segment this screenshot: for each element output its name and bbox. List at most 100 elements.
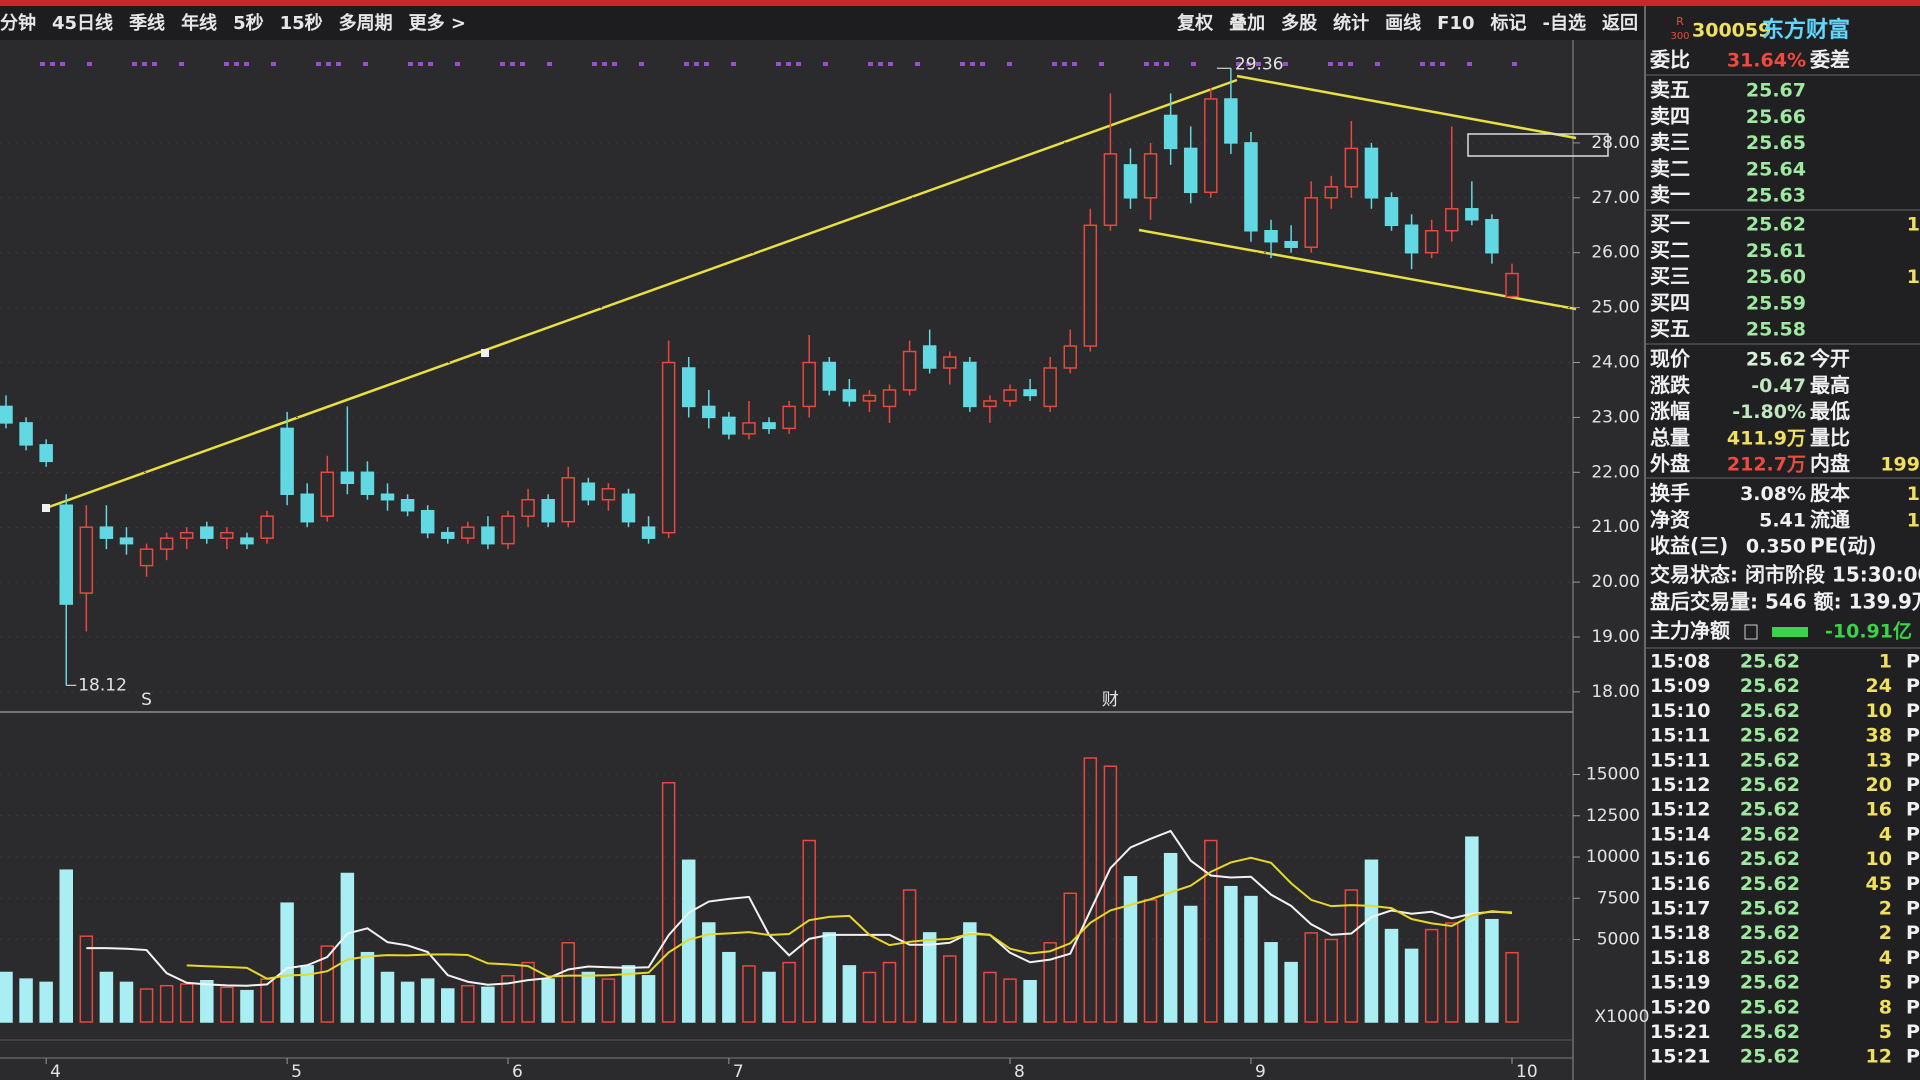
- volume-bar: [159, 984, 174, 1023]
- toolbar-item[interactable]: 复权: [1176, 12, 1214, 34]
- volume-bar: [1404, 948, 1419, 1023]
- stat-label: 最低: [1810, 399, 1850, 423]
- bid-price: 25.62: [1746, 214, 1806, 236]
- volume-bar: [661, 782, 676, 1023]
- candle-body: [200, 526, 214, 539]
- y-tick-label: 10000: [1586, 847, 1640, 867]
- volume-bar: [360, 951, 375, 1023]
- event-marker[interactable]: 财: [1102, 690, 1119, 710]
- trade-volume: 5: [1879, 972, 1892, 994]
- toolbar-item[interactable]: 季线: [129, 12, 165, 34]
- toolbar-item[interactable]: 15秒: [280, 12, 323, 34]
- candle-body: [19, 422, 33, 446]
- toolbar-item[interactable]: 年线: [181, 12, 217, 34]
- y-tick-label: 22.00: [1591, 462, 1640, 482]
- volume-bar: [561, 942, 575, 1023]
- x-tick-label: 8: [1014, 1062, 1025, 1080]
- candle-body: [1505, 272, 1519, 298]
- selected-row: [1467, 133, 1609, 157]
- trade-time: 15:17: [1650, 898, 1710, 920]
- toolbar-item[interactable]: 5秒: [233, 12, 264, 34]
- toolbar-item[interactable]: 多股: [1281, 12, 1318, 34]
- toolbar: [0, 6, 1645, 40]
- candle-body: [802, 361, 816, 408]
- badge: 300: [1670, 31, 1689, 42]
- volume-bar: [742, 965, 756, 1023]
- moving-average: [186, 856, 1513, 980]
- stat-label: 涨跌: [1650, 373, 1691, 397]
- volume-bar: [59, 869, 73, 1023]
- y-tick-label: 7500: [1597, 888, 1640, 908]
- candle-body: [922, 345, 937, 369]
- volume-bar: [902, 889, 917, 1023]
- trade-flag: P: [1906, 823, 1920, 845]
- candle-body: [1103, 153, 1118, 227]
- event-marker[interactable]: S: [141, 690, 152, 710]
- toolbar-item[interactable]: 多周期: [339, 12, 393, 34]
- ask-price: 25.67: [1746, 80, 1806, 102]
- volume-bar: [400, 981, 415, 1023]
- candle-body: [621, 493, 636, 523]
- stat-label: 外盘: [1650, 452, 1690, 476]
- toolbar-item[interactable]: 分钟: [0, 12, 36, 34]
- volume-bar: [1183, 905, 1198, 1023]
- trade-price: 25.62: [1740, 1046, 1800, 1068]
- stat-label: 净资: [1650, 507, 1690, 531]
- toolbar-item[interactable]: 画线: [1385, 12, 1421, 34]
- ask-price: 25.65: [1746, 132, 1806, 154]
- stat-label: PE(动): [1810, 534, 1877, 558]
- trade-flag: P: [1906, 700, 1920, 722]
- volume-bar: [340, 872, 355, 1023]
- volume-bar: [1264, 942, 1278, 1023]
- y-tick-label: 26.00: [1591, 243, 1640, 263]
- candle-body: [782, 405, 796, 430]
- candle-body: [320, 471, 335, 517]
- y-tick-label: 21.00: [1591, 517, 1640, 537]
- toolbar-item[interactable]: -自选: [1543, 12, 1586, 34]
- trade-flag: P: [1906, 675, 1920, 697]
- candle-body: [983, 400, 997, 408]
- candle-body: [1424, 229, 1439, 254]
- bid-volume: 1: [1907, 214, 1920, 236]
- bid-volume: 1: [1907, 266, 1920, 288]
- x-tick-label: 4: [50, 1062, 61, 1080]
- stat-value: 1: [1907, 509, 1920, 531]
- trade-flag: P: [1906, 996, 1920, 1018]
- anchor: [42, 504, 50, 512]
- toolbar-item[interactable]: 返回: [1602, 13, 1638, 34]
- toolbar-item[interactable]: 45日线: [52, 12, 113, 34]
- volume-bar: [1003, 978, 1017, 1023]
- volume-bar: [139, 988, 154, 1023]
- stat-value: 1: [1907, 483, 1920, 505]
- stat-value: 212.7万: [1727, 454, 1806, 476]
- volume-bar: [983, 971, 997, 1023]
- trend-lines: [42, 74, 1577, 512]
- volume-bar: [943, 955, 957, 1023]
- volume-bar: [621, 965, 636, 1023]
- volume-bar: [39, 981, 53, 1023]
- candle-body: [99, 526, 114, 539]
- trade-time: 15:20: [1650, 996, 1710, 1018]
- trade-price: 25.62: [1740, 996, 1800, 1018]
- y-tick-label: 24.00: [1591, 353, 1640, 373]
- candle-body: [842, 389, 857, 402]
- toolbar-item[interactable]: 标记: [1490, 12, 1527, 34]
- volume-bar: [380, 971, 395, 1023]
- toolbar-item[interactable]: 更多 >: [409, 12, 466, 34]
- bid-price: 25.60: [1746, 266, 1806, 288]
- volume-bar: [501, 975, 515, 1023]
- toolbar-item[interactable]: 叠加: [1229, 13, 1265, 34]
- volume-bar: [842, 965, 857, 1023]
- high-label: 29.36: [1235, 54, 1284, 74]
- volume-bar: [1424, 928, 1439, 1023]
- trade-volume: 12: [1866, 1046, 1892, 1068]
- stat-value: 3.08%: [1740, 483, 1806, 505]
- volume-bar: [1023, 980, 1037, 1023]
- trade-status: 交易状态: 闭市阶段 15:30:00: [1650, 563, 1920, 587]
- toolbar-item[interactable]: F10: [1437, 13, 1474, 34]
- trade-time: 15:16: [1650, 848, 1710, 870]
- volume-bar: [1043, 942, 1057, 1023]
- trade-price: 25.62: [1740, 675, 1800, 697]
- volume-bar: [1224, 885, 1238, 1023]
- toolbar-item[interactable]: 统计: [1333, 12, 1369, 34]
